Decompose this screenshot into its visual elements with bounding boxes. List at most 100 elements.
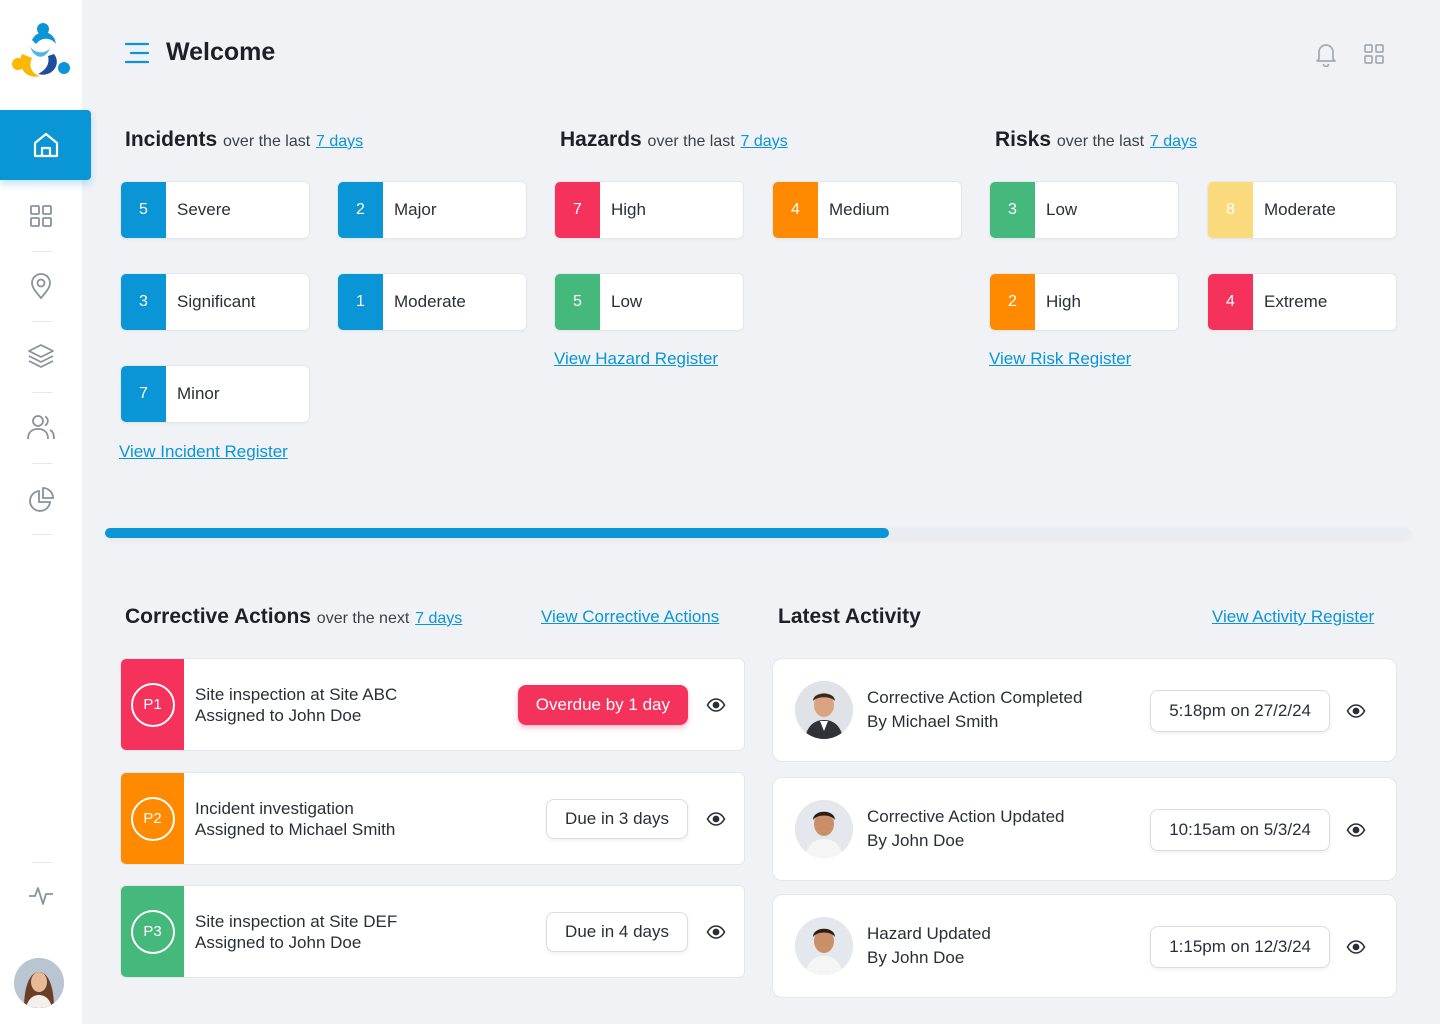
avatar — [795, 681, 853, 739]
corrective-action-title: Site inspection at Site ABC — [195, 684, 398, 704]
latest-activity-heading: Latest Activity — [778, 605, 921, 628]
nav-divider — [32, 534, 52, 535]
menu-icon[interactable] — [124, 41, 150, 65]
corrective-action-row[interactable]: P1 Site inspection at Site ABC Assigned … — [120, 658, 745, 751]
view-hazard-register-link[interactable]: View Hazard Register — [554, 349, 719, 368]
corrective-action-text: Incident investigation Assigned to Micha… — [184, 798, 504, 840]
eye-icon[interactable] — [1346, 820, 1366, 840]
incidents-subtitle: over the last — [223, 133, 311, 150]
risk-card-low[interactable]: 3 Low — [989, 181, 1179, 239]
page-title: Welcome — [166, 38, 276, 66]
nav-divider — [32, 463, 52, 464]
incident-card-moderate[interactable]: 1 Moderate — [337, 273, 527, 331]
corrective-action-assignee: Assigned to Michael Smith — [195, 819, 396, 839]
hazard-card-low[interactable]: 5 Low — [554, 273, 744, 331]
status-badge: Due in 4 days — [546, 912, 688, 952]
stat-label: Significant — [177, 292, 256, 311]
stat-count: 8 — [1208, 182, 1253, 238]
incident-card-minor[interactable]: 7 Minor — [120, 365, 310, 423]
activity-title: Corrective Action Updated — [867, 807, 1065, 826]
eye-icon[interactable] — [1346, 701, 1366, 721]
stat-label: Medium — [829, 200, 890, 219]
view-activity-register-link[interactable]: View Activity Register — [1212, 607, 1375, 626]
corrective-action-assignee: Assigned to John Doe — [195, 705, 362, 725]
risks-range-link[interactable]: 7 days — [1149, 133, 1198, 150]
users-icon — [27, 415, 55, 440]
corrective-action-title: Incident investigation — [195, 798, 354, 818]
nav-divider — [32, 251, 52, 252]
incidents-range-link[interactable]: 7 days — [316, 133, 364, 150]
stat-count: 5 — [555, 274, 600, 330]
risk-card-moderate[interactable]: 8 Moderate — [1207, 181, 1397, 239]
hazard-card-medium[interactable]: 4 Medium — [772, 181, 962, 239]
stat-label: Moderate — [394, 292, 466, 311]
view-incident-register-link[interactable]: View Incident Register — [119, 442, 288, 461]
progress-bar — [105, 528, 1411, 538]
activity-row[interactable]: Hazard Updated By John Doe 1:15pm on 12/… — [772, 894, 1397, 998]
corrective-action-assignee: Assigned to John Doe — [195, 932, 362, 952]
user-avatar-icon — [14, 958, 64, 1008]
eye-icon[interactable] — [706, 922, 726, 942]
eye-icon[interactable] — [1346, 937, 1366, 957]
corrective-actions-range-link[interactable]: 7 days — [415, 610, 463, 627]
apps-grid-icon[interactable] — [1361, 41, 1387, 67]
priority-label: P1 — [130, 682, 175, 727]
stat-label: Extreme — [1264, 292, 1328, 311]
person-avatar-icon — [795, 917, 853, 975]
nav-divider — [32, 392, 52, 393]
activity-row[interactable]: Corrective Action Completed By Michael S… — [772, 658, 1397, 762]
corrective-action-row[interactable]: P3 Site inspection at Site DEF Assigned … — [120, 885, 745, 978]
priority-badge: P3 — [121, 886, 184, 977]
stat-count: 3 — [121, 274, 166, 330]
risk-card-extreme[interactable]: 4 Extreme — [1207, 273, 1397, 331]
risks-title: Risks — [995, 128, 1052, 151]
view-corrective-actions-link[interactable]: View Corrective Actions — [541, 607, 720, 626]
nav-activity[interactable] — [0, 860, 82, 930]
stat-count: 3 — [990, 182, 1035, 238]
stat-label: High — [1046, 292, 1081, 311]
incident-card-significant[interactable]: 3 Significant — [120, 273, 310, 331]
nav-dashboard[interactable] — [0, 181, 82, 251]
bell-icon[interactable] — [1313, 41, 1339, 67]
eye-icon[interactable] — [706, 695, 726, 715]
stat-count: 2 — [338, 182, 383, 238]
incident-card-severe[interactable]: 5 Severe — [120, 181, 310, 239]
view-risk-register-link[interactable]: View Risk Register — [989, 349, 1132, 368]
activity-timestamp: 1:15pm on 12/3/24 — [1150, 926, 1330, 968]
activity-row[interactable]: Corrective Action Updated By John Doe 10… — [772, 777, 1397, 881]
hazards-range-link[interactable]: 7 days — [740, 133, 788, 150]
person-avatar-icon — [795, 681, 853, 739]
activity-text: Corrective Action Completed By Michael S… — [853, 686, 1082, 734]
activity-author: By John Doe — [867, 948, 965, 967]
eye-icon[interactable] — [706, 809, 726, 829]
risks-subtitle: over the last — [1056, 133, 1145, 150]
stat-count: 7 — [121, 366, 166, 422]
status-badge: Due in 3 days — [546, 799, 688, 839]
stat-label: Low — [1046, 200, 1078, 219]
incident-card-major[interactable]: 2 Major — [337, 181, 527, 239]
stat-label: Severe — [177, 200, 231, 219]
stat-count: 7 — [555, 182, 600, 238]
hazards-heading: Hazards over the last 7 days — [560, 128, 788, 152]
corrective-actions-title: Corrective Actions — [125, 605, 311, 628]
user-avatar[interactable] — [14, 958, 64, 1008]
incidents-heading: Incidents over the last 7 days — [125, 128, 363, 152]
nav-users[interactable] — [0, 392, 82, 462]
activity-author: By Michael Smith — [867, 712, 999, 731]
pie-chart-icon — [29, 487, 54, 512]
nav-locations[interactable] — [0, 251, 82, 321]
stat-count: 5 — [121, 182, 166, 238]
corrective-action-row[interactable]: P2 Incident investigation Assigned to Mi… — [120, 772, 745, 865]
stat-count: 2 — [990, 274, 1035, 330]
nav-layers[interactable] — [0, 321, 82, 391]
stat-label: Major — [394, 200, 437, 219]
nav-home[interactable] — [0, 110, 91, 180]
risk-card-high[interactable]: 2 High — [989, 273, 1179, 331]
app-logo[interactable] — [8, 20, 72, 82]
activity-timestamp: 5:18pm on 27/2/24 — [1150, 690, 1330, 732]
nav-reports[interactable] — [0, 465, 82, 535]
priority-label: P2 — [130, 796, 175, 841]
hazard-card-high[interactable]: 7 High — [554, 181, 744, 239]
corrective-actions-heading: Corrective Actions over the next 7 days — [125, 605, 462, 629]
incidents-title: Incidents — [125, 128, 218, 151]
